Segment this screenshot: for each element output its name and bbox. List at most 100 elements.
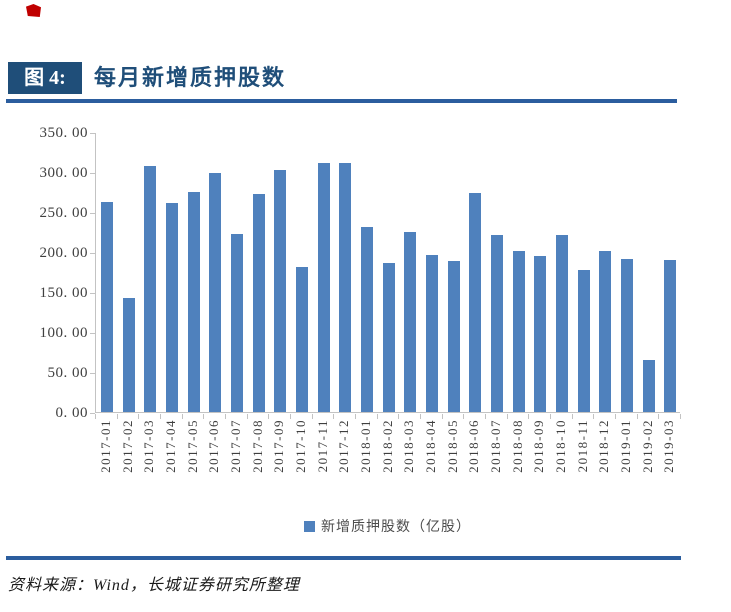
x-axis-tick	[636, 414, 638, 419]
bar-2017-08	[252, 194, 265, 412]
y-axis-label: 250. 00	[39, 205, 88, 221]
y-axis-tick	[90, 333, 95, 334]
x-axis-label: 2018-01	[357, 419, 373, 473]
x-axis-label: 2018-05	[444, 419, 460, 473]
x-axis-label: 2019-03	[661, 419, 677, 473]
y-axis-tick	[90, 213, 95, 214]
y-axis-label: 50. 00	[47, 365, 88, 381]
x-axis-tick	[290, 414, 291, 419]
figure-title: 每月新增质押股数	[94, 65, 287, 90]
x-axis-tick	[268, 414, 270, 419]
bar-2017-01	[100, 202, 113, 412]
figure-number-label: 图 4:	[8, 62, 82, 94]
x-axis-label: 2017-09	[271, 419, 287, 473]
x-axis-tick	[95, 414, 96, 419]
x-axis-tick	[181, 414, 183, 419]
x-axis-tick	[658, 414, 660, 419]
plot-area	[95, 133, 680, 413]
bar-2017-09	[274, 170, 287, 412]
bar-2017-11	[317, 163, 330, 412]
bar-2019-03	[664, 260, 677, 412]
x-axis-tick	[203, 414, 205, 419]
x-axis-label: 2017-10	[292, 419, 308, 473]
x-axis-tick	[463, 414, 465, 419]
x-axis-label: 2019-01	[617, 419, 633, 473]
bar-2018-03	[404, 232, 417, 412]
chart-legend: 新增质押股数（亿股）	[95, 516, 680, 535]
bar-2017-06	[209, 172, 222, 412]
y-axis-label: 0. 00	[55, 405, 88, 421]
x-axis-tick	[376, 414, 378, 419]
x-axis-label: 2017-03	[141, 419, 157, 473]
y-axis-tick	[90, 373, 95, 374]
x-axis-tick	[246, 414, 248, 419]
bar-2017-03	[144, 166, 157, 412]
x-axis-tick	[420, 414, 421, 419]
x-axis-label: 2017-02	[119, 419, 135, 473]
x-axis-label: 2018-03	[401, 419, 417, 473]
x-axis-label: 2018-06	[466, 419, 482, 473]
x-axis-label: 2017-04	[162, 419, 178, 473]
x-axis-label: 2017-12	[336, 419, 352, 473]
y-axis-tick	[90, 413, 95, 414]
bar-2018-05	[447, 260, 460, 412]
x-axis-tick	[506, 414, 508, 419]
x-axis-label: 2018-07	[487, 419, 503, 473]
x-axis-tick	[398, 414, 400, 419]
x-axis-tick	[138, 414, 140, 419]
red-corner-mark	[26, 4, 41, 17]
source-note: 资料来源：Wind，长城证券研究所整理	[8, 577, 300, 594]
figure-bottom-rule	[6, 556, 681, 560]
x-axis-label: 2017-11	[314, 419, 330, 473]
x-axis-tick	[615, 414, 616, 419]
bar-2019-01	[620, 259, 633, 412]
x-axis-label: 2018-12	[596, 419, 612, 473]
x-axis-label: 2018-10	[552, 419, 568, 473]
bar-2017-12	[339, 163, 352, 412]
bar-2018-08	[512, 251, 525, 412]
bar-2017-02	[122, 297, 135, 412]
x-axis-label: 2017-08	[249, 419, 265, 473]
x-axis-label: 2018-11	[574, 419, 590, 473]
legend-label: 新增质押股数（亿股）	[321, 520, 471, 535]
bar-2017-10	[295, 267, 308, 412]
x-axis-label: 2018-09	[531, 419, 547, 473]
bar-2018-04	[425, 255, 438, 412]
x-axis-tick	[355, 414, 356, 419]
x-axis-tick	[571, 414, 573, 419]
x-axis-label: 2018-08	[509, 419, 525, 473]
x-axis-label: 2017-05	[184, 419, 200, 473]
legend-swatch-icon	[304, 521, 315, 532]
x-axis-label: 2017-06	[206, 419, 222, 473]
x-axis-tick	[550, 414, 551, 419]
x-axis-tick	[528, 414, 530, 419]
x-axis-tick	[593, 414, 595, 419]
bar-2018-12	[599, 251, 612, 412]
y-axis-label: 200. 00	[39, 245, 88, 261]
x-axis-tick	[441, 414, 443, 419]
bar-2018-11	[577, 270, 590, 412]
x-axis-label: 2017-01	[97, 419, 113, 473]
bar-2017-04	[165, 203, 178, 412]
x-axis-tick	[680, 414, 681, 419]
x-axis-tick	[485, 414, 486, 419]
x-axis-tick	[116, 414, 118, 419]
bar-2018-06	[469, 192, 482, 412]
y-axis-tick	[90, 133, 95, 134]
y-axis-tick	[90, 173, 95, 174]
x-axis-tick	[160, 414, 161, 419]
x-axis-label: 2018-02	[379, 419, 395, 473]
bar-2017-05	[187, 192, 200, 412]
bar-2018-07	[490, 235, 503, 412]
y-axis-label: 150. 00	[39, 285, 88, 301]
x-axis-label: 2017-07	[227, 419, 243, 473]
bar-2018-01	[360, 227, 373, 412]
y-axis-label: 350. 00	[39, 125, 88, 141]
x-axis-label: 2018-04	[422, 419, 438, 473]
y-axis-tick	[90, 293, 95, 294]
bar-2018-10	[555, 235, 568, 412]
bar-2018-09	[534, 256, 547, 412]
y-axis-label: 300. 00	[39, 165, 88, 181]
x-axis-tick	[311, 414, 313, 419]
